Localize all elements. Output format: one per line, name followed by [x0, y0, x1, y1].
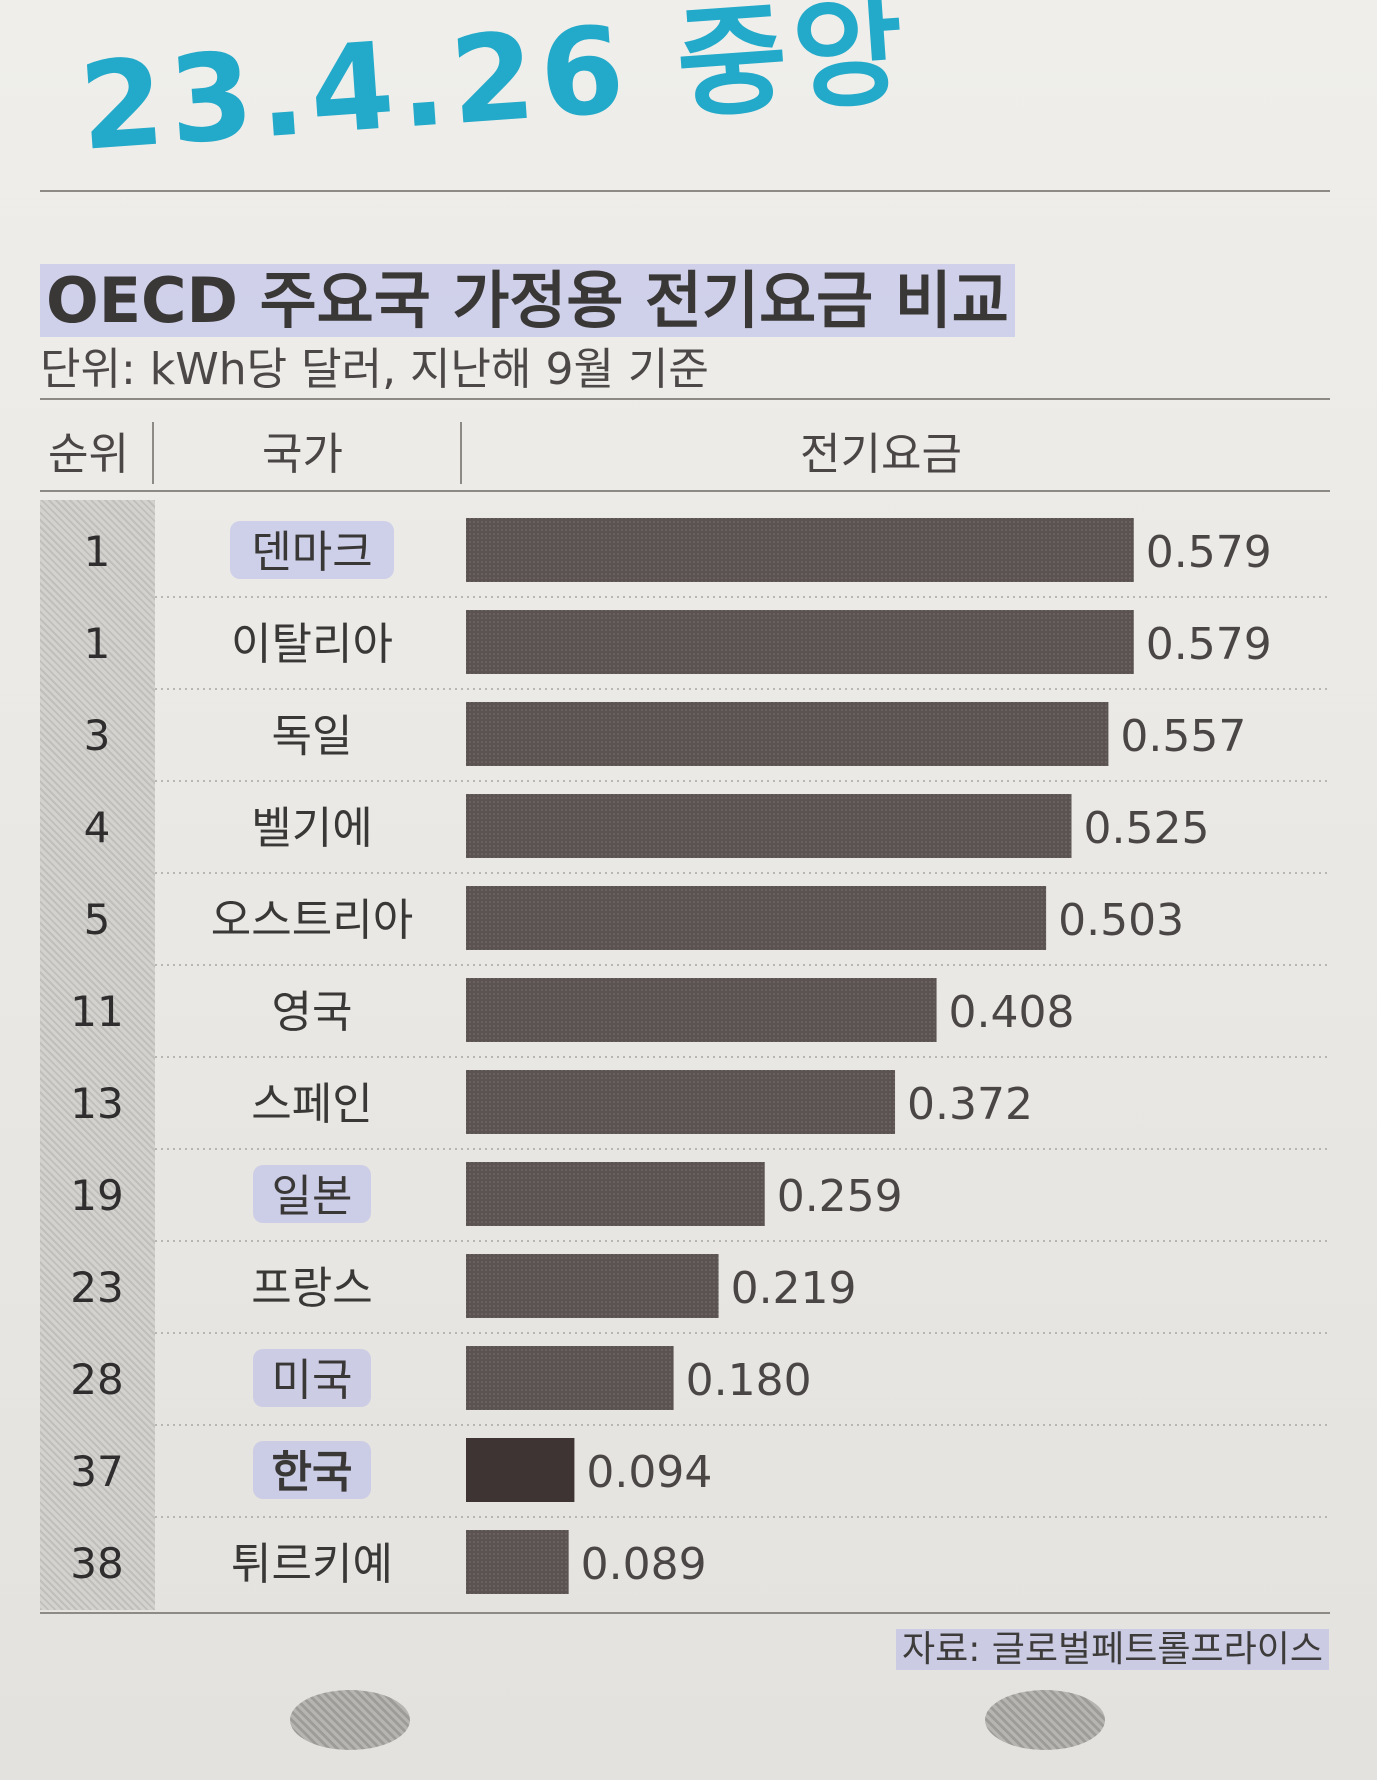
rank-label: 1: [84, 527, 111, 576]
punch-hole: [290, 1690, 410, 1750]
bar: [466, 1070, 896, 1134]
bar: [466, 1162, 765, 1226]
country-highlight: [253, 1441, 371, 1499]
value-column-header: 전기요금: [800, 429, 962, 480]
rank-label: 4: [84, 803, 111, 852]
country-highlight: [253, 1349, 371, 1407]
rank-label: 28: [70, 1355, 123, 1404]
rank-label: 13: [70, 1079, 123, 1128]
country-label: 영국: [272, 987, 353, 1038]
value-label: 0.408: [949, 987, 1075, 1038]
chart-subtitle: 단위: kWh당 달러, 지난해 9월 기준: [40, 344, 709, 395]
value-label: 0.372: [907, 1079, 1033, 1130]
country-label: 스페인: [251, 1079, 372, 1130]
country-label: 미국: [272, 1355, 353, 1406]
value-label: 0.579: [1146, 619, 1272, 670]
value-label: 0.219: [731, 1263, 857, 1314]
punch-hole: [985, 1690, 1105, 1750]
chart-title: OECD 주요국 가정용 전기요금 비교: [40, 250, 1015, 340]
header-separator: [152, 422, 154, 484]
country-label: 덴마크: [251, 527, 372, 578]
bar: [466, 1346, 674, 1410]
value-label: 0.557: [1120, 711, 1246, 762]
bar: [466, 794, 1072, 858]
bar: [466, 518, 1134, 582]
top-rule: [40, 190, 1330, 192]
value-label: 0.503: [1058, 895, 1184, 946]
country-column-header: 국가: [262, 429, 343, 480]
source-note: 자료: 글로벌페트롤프라이스: [895, 1620, 1329, 1672]
bar: [466, 1530, 569, 1594]
bar: [466, 1254, 719, 1318]
source-text: 자료: 글로벌페트롤프라이스: [895, 1629, 1329, 1670]
value-label: 0.180: [686, 1355, 812, 1406]
header-top-rule: [40, 398, 1330, 400]
rank-label: 11: [70, 987, 123, 1036]
bottom-rule: [40, 1612, 1330, 1614]
rank-label: 3: [84, 711, 111, 760]
country-label: 오스트리아: [211, 895, 413, 946]
value-label: 0.259: [777, 1171, 903, 1222]
value-label: 0.094: [586, 1447, 712, 1498]
country-label: 일본: [272, 1171, 353, 1222]
country-label: 한국: [272, 1447, 353, 1498]
value-label: 0.089: [581, 1539, 707, 1590]
rank-label: 1: [84, 619, 111, 668]
rank-column-background: [40, 500, 155, 1610]
bar: [466, 610, 1134, 674]
rank-label: 19: [70, 1171, 123, 1220]
bar: [466, 702, 1109, 766]
country-label: 이탈리아: [231, 619, 393, 670]
chart-title-text: OECD 주요국 가정용 전기요금 비교: [40, 264, 1015, 337]
country-label: 독일: [272, 711, 353, 762]
header-separator: [460, 422, 462, 484]
rank-column-header: 순위: [48, 429, 129, 480]
rank-label: 38: [70, 1539, 123, 1588]
rank-label: 23: [70, 1263, 123, 1312]
country-label: 벨기에: [251, 803, 372, 854]
bar: [466, 978, 937, 1042]
rank-label: 37: [70, 1447, 123, 1496]
country-label: 프랑스: [251, 1263, 372, 1314]
rank-label: 5: [84, 895, 111, 944]
bar: [466, 886, 1047, 950]
country-label: 튀르키예: [231, 1539, 393, 1590]
country-highlight: [230, 521, 394, 579]
bar: [466, 1438, 575, 1502]
value-label: 0.525: [1084, 803, 1210, 854]
header-bottom-rule: [40, 490, 1330, 492]
country-highlight: [253, 1165, 371, 1223]
value-label: 0.579: [1146, 527, 1272, 578]
